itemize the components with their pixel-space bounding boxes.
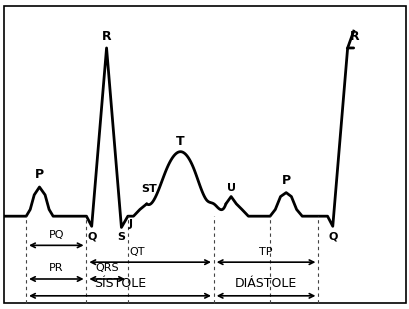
Text: T: T [175, 135, 184, 148]
Text: J: J [128, 219, 133, 229]
Text: Q: Q [327, 232, 337, 242]
Text: PR: PR [49, 263, 63, 273]
Text: R: R [349, 31, 358, 44]
Text: SÍSTOLE: SÍSTOLE [94, 277, 146, 290]
Text: ST: ST [141, 184, 157, 194]
Text: U: U [226, 183, 235, 193]
Text: DIÁSTOLE: DIÁSTOLE [234, 277, 297, 290]
Text: QT: QT [128, 247, 144, 256]
Text: R: R [101, 31, 111, 44]
Text: P: P [35, 168, 44, 181]
Text: P: P [281, 174, 290, 187]
Text: Q: Q [87, 232, 96, 242]
Text: QRS: QRS [95, 263, 119, 273]
Text: S: S [117, 232, 125, 242]
Text: PQ: PQ [48, 230, 64, 240]
Text: TP: TP [258, 247, 271, 256]
